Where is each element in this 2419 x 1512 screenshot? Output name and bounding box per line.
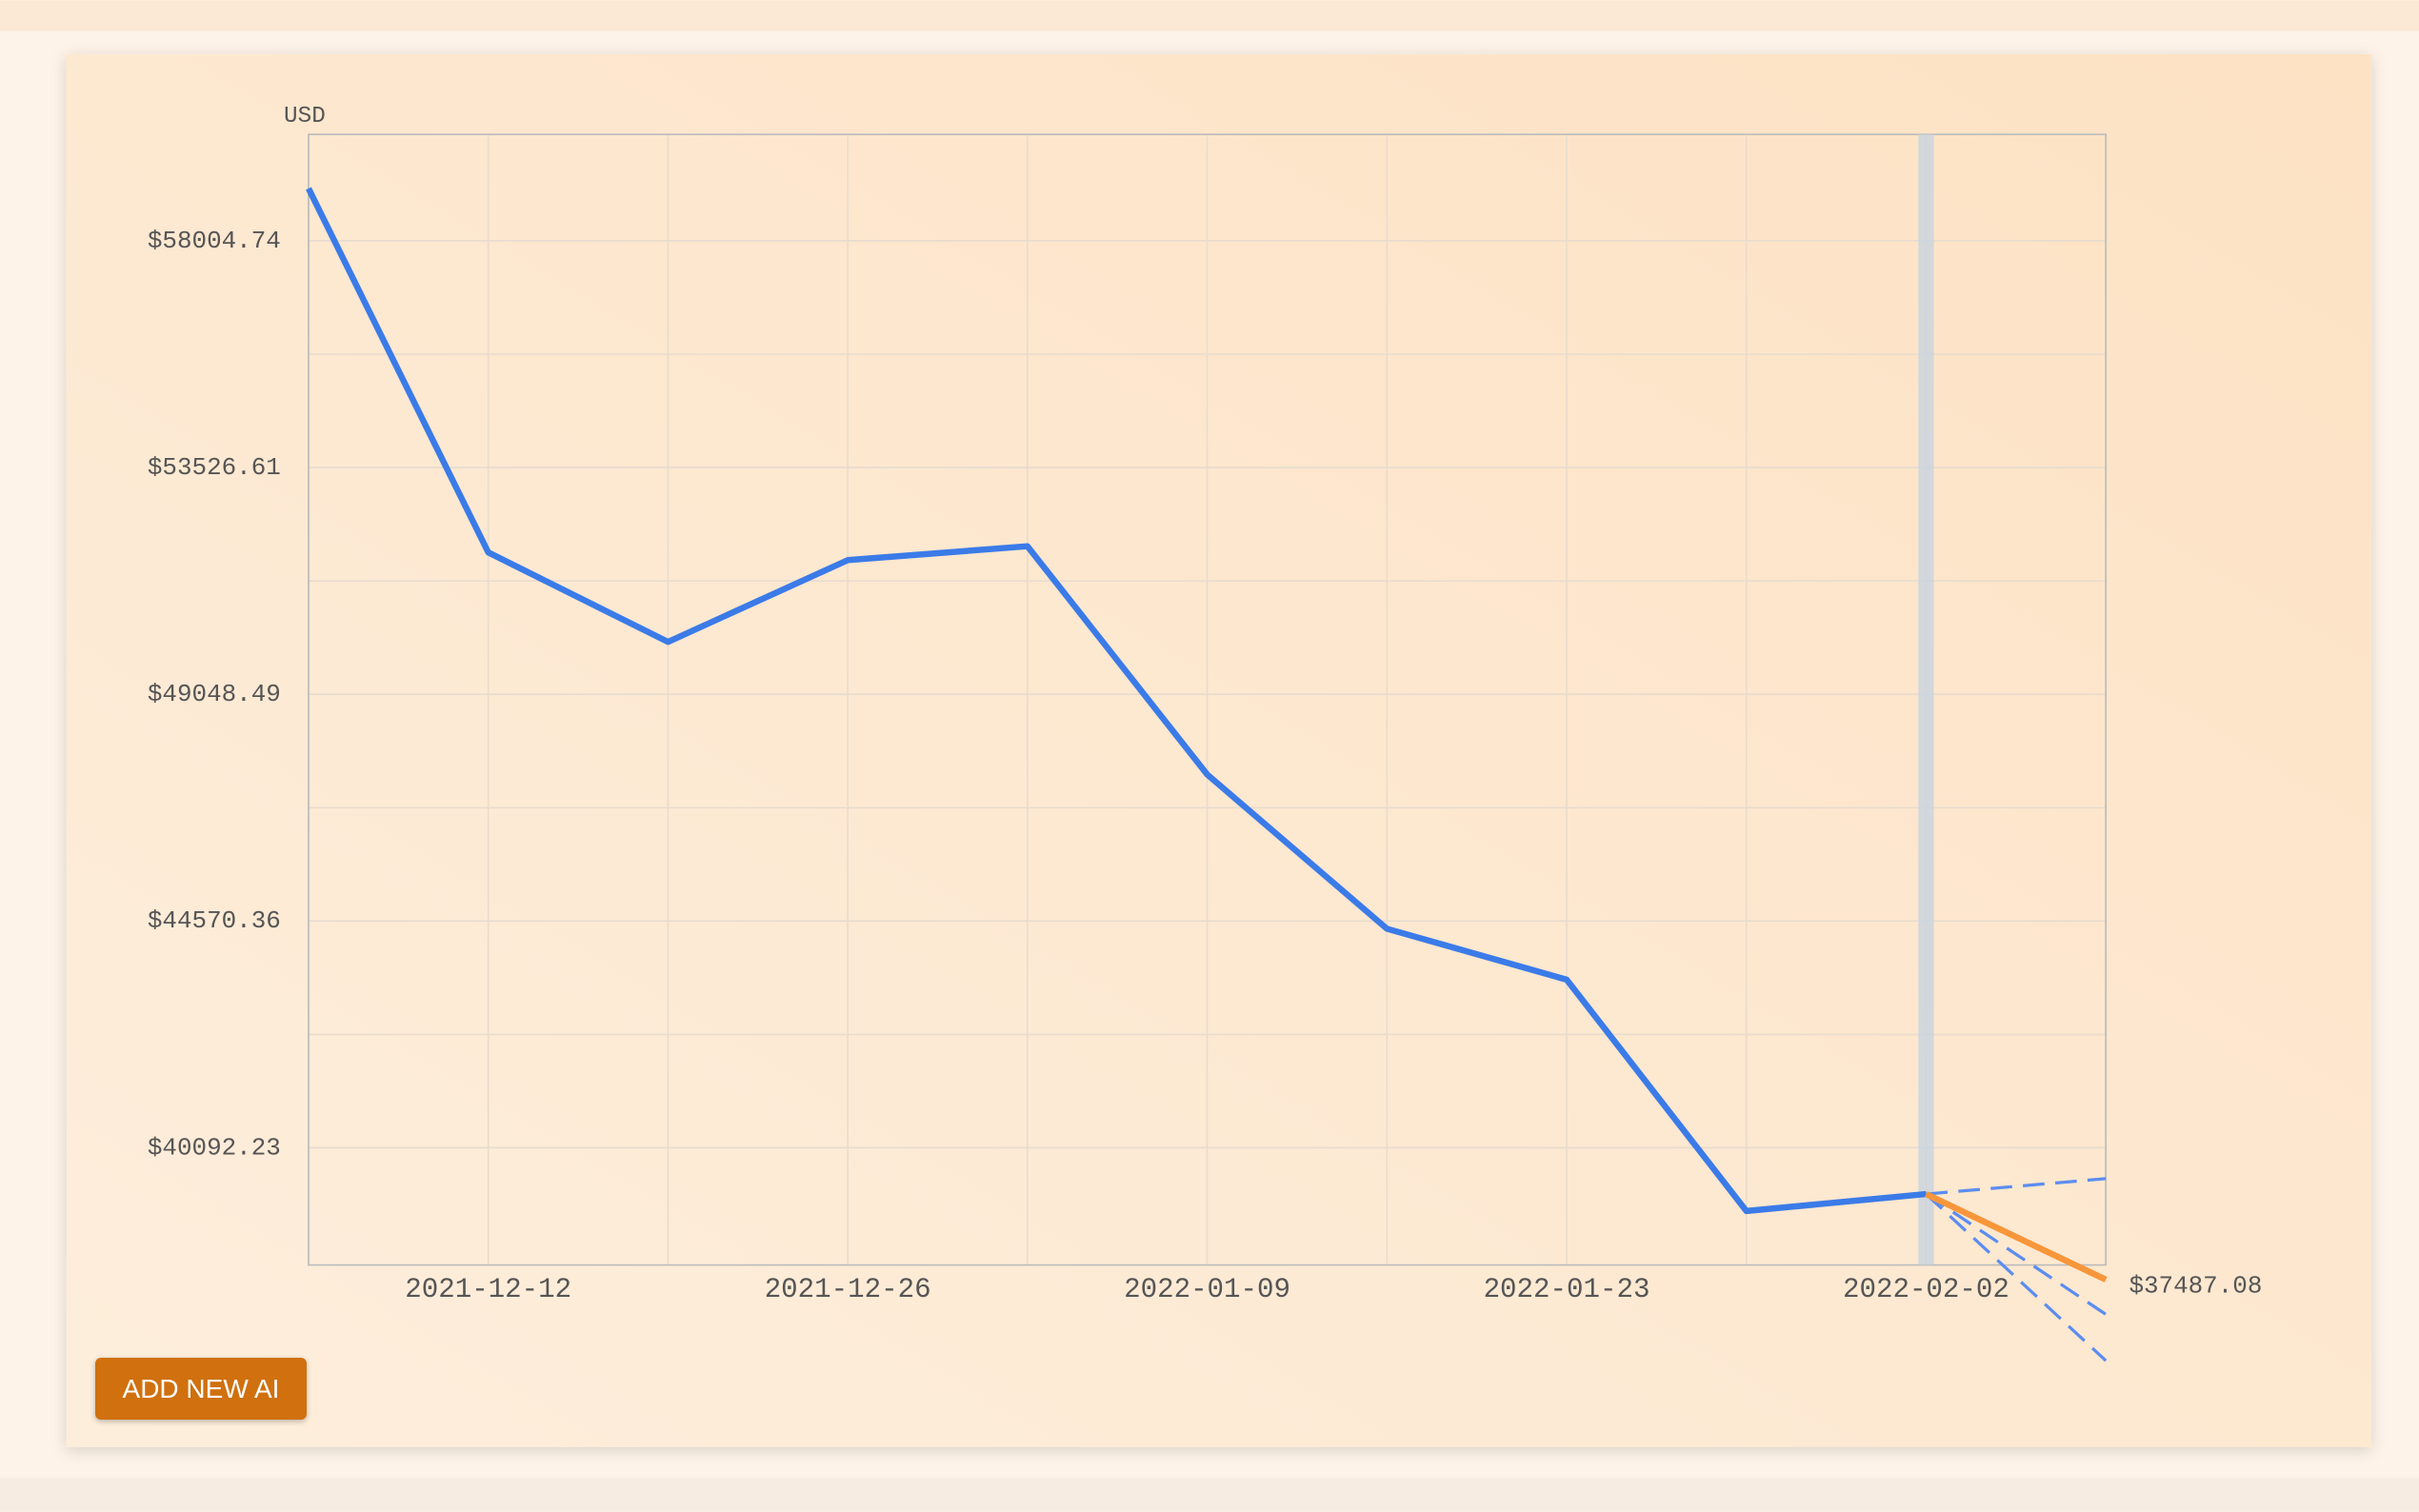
price-line: [306, 187, 1927, 1215]
value-label: $37487.08: [2129, 1271, 2262, 1300]
bottom-strip: [0, 1478, 2419, 1512]
x-tick-label: 2021-12-26: [765, 1274, 931, 1305]
y-tick-label: $40092.23: [148, 1133, 281, 1162]
y-axis-label: USD: [284, 104, 326, 129]
y-tick-label: $49048.49: [148, 680, 281, 708]
card: [66, 53, 2371, 1447]
current-marker: [1918, 134, 1934, 1265]
y-tick-label: $53526.61: [148, 453, 281, 482]
add-ai-button[interactable]: ADD NEW AI: [95, 1358, 307, 1420]
x-tick-label: 2022-01-23: [1484, 1274, 1650, 1305]
top-strip: [0, 0, 2419, 31]
forecast-line: [1925, 1192, 2108, 1363]
forecast-line: [1926, 1177, 2107, 1196]
price-line: [1925, 1191, 2108, 1283]
y-tick-label: $44570.36: [148, 906, 281, 935]
plot-border: [308, 133, 2107, 1266]
x-tick-label: 2022-02-02: [1843, 1274, 2009, 1305]
x-tick-label: 2021-12-12: [405, 1274, 571, 1305]
x-tick-label: 2022-01-09: [1124, 1274, 1290, 1305]
forecast-line: [1925, 1192, 2108, 1316]
y-tick-label: $58004.74: [148, 227, 281, 255]
